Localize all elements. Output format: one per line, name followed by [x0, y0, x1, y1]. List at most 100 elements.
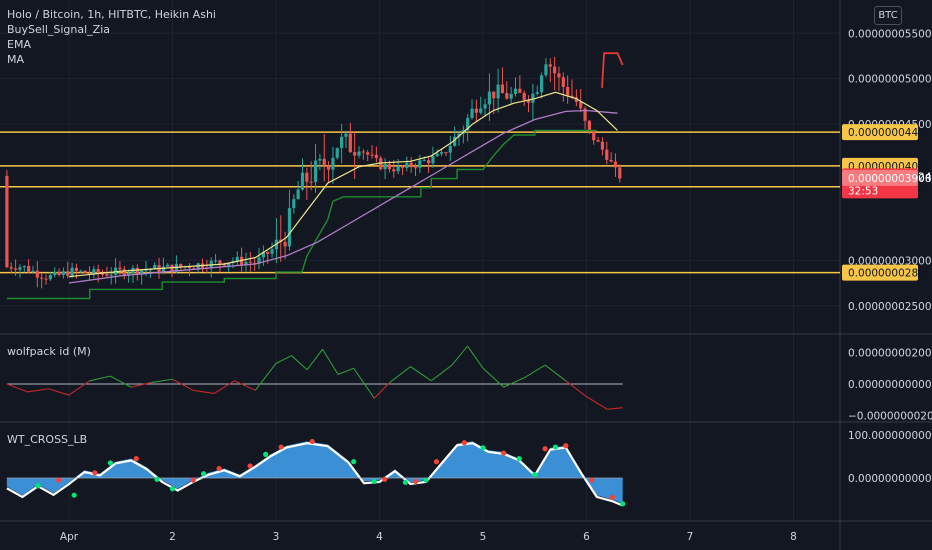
wolfpack-tick-1: 0.000000000000	[848, 379, 932, 391]
secondary-price-badge-label: 0.000000039084	[848, 173, 932, 185]
wolfpack-seg-13	[275, 355, 292, 364]
candle-body-73	[322, 158, 326, 166]
wt-dot-red-6	[278, 444, 284, 450]
wolfpack-seg-9	[193, 389, 214, 395]
wolfpack-legend[interactable]: wolfpack id (M)	[7, 345, 91, 360]
candle-body-9	[44, 278, 48, 280]
candle-body-55	[244, 261, 248, 265]
candle-body-2	[13, 268, 18, 270]
wt-dot-green-12	[516, 456, 522, 462]
candle-body-104	[457, 133, 461, 137]
candle-body-66	[292, 199, 296, 209]
candle-body-80	[353, 152, 357, 156]
ma-line	[68, 109, 618, 284]
wt-tick-1: 0.000000000000	[848, 473, 932, 485]
candle-body-23	[105, 274, 109, 276]
wt-dot-green-10	[423, 477, 429, 483]
candle-body-10	[48, 275, 52, 280]
wt-area	[6, 441, 623, 504]
level-badge-3-bg	[842, 264, 918, 281]
candle-body-5	[27, 266, 31, 272]
indicator-buysell[interactable]: BuySell_Signal_Zia	[7, 23, 111, 36]
wolfpack-tick-0: 0.000000002000	[848, 347, 932, 359]
candle-body-135	[592, 129, 596, 141]
candle-body-15	[70, 267, 74, 276]
wolfpack-seg-6	[130, 381, 152, 388]
candle-body-141	[618, 167, 622, 179]
candle-body-131	[574, 97, 578, 102]
candle-body-78	[344, 133, 348, 137]
wolfpack-seg-19	[373, 382, 391, 399]
candle-body-61	[270, 249, 274, 254]
wolfpack-seg-4	[89, 375, 111, 382]
candle-body-24	[109, 274, 113, 276]
price-tick-3: 0.000000030000	[848, 255, 932, 267]
wt-dot-red-0	[56, 477, 62, 483]
candle-body-18	[83, 270, 87, 274]
wolfpack-seg-28	[544, 364, 567, 382]
candle-body-112	[492, 91, 496, 99]
candle-body-121	[531, 93, 535, 103]
candle-body-118	[518, 88, 522, 93]
wolfpack-seg-16	[322, 348, 339, 375]
wt-dot-red-9	[413, 478, 419, 485]
wolfpack-tick-2: −0.000000002000	[848, 411, 932, 423]
indicator-ema[interactable]: EMA	[7, 38, 31, 51]
level-badge-0-bg	[842, 124, 918, 141]
wolfpack-seg-24	[467, 345, 484, 369]
candle-body-43	[192, 268, 196, 270]
indicator-ma[interactable]: MA	[7, 53, 25, 66]
candle-body-115	[505, 93, 509, 99]
candle-body-53	[235, 256, 239, 262]
wt-dot-red-10	[433, 459, 440, 465]
wolfpack-seg-21	[410, 366, 432, 382]
time-tick-4: 5	[480, 531, 487, 543]
candle-body-70	[309, 181, 313, 183]
wt-dot-red-5	[247, 463, 253, 469]
candle-body-82	[361, 151, 365, 153]
candle-body-58	[257, 257, 261, 264]
candle-body-130	[570, 95, 574, 98]
currency-button[interactable]: BTC	[874, 6, 902, 25]
wolfpack-seg-15	[306, 348, 324, 371]
wt-dot-green-9	[402, 479, 408, 485]
candle-body-21	[96, 269, 100, 274]
wolfpack-seg-2	[48, 388, 70, 396]
candle-body-98	[431, 156, 435, 164]
wolfpack-title: wolfpack id (M)	[7, 345, 91, 358]
candle-body-132	[579, 101, 583, 109]
wt-cross-title: WT_CROSS_LB	[7, 433, 88, 446]
candle-body-12	[57, 271, 61, 275]
candle-body-106	[466, 117, 470, 131]
candle-body-140	[613, 161, 618, 168]
candle-body-65	[287, 208, 292, 247]
wt-dot-red-11	[461, 440, 467, 446]
wt-dot-red-15	[589, 477, 595, 483]
candle-body-122	[535, 92, 539, 94]
wt-dot-green-7	[351, 459, 357, 465]
wolfpack-seg-31	[607, 407, 623, 410]
level-badge-0-label: 0.000000044119	[848, 127, 932, 139]
candle-body-134	[587, 120, 591, 130]
wt-dot-red-12	[501, 450, 507, 456]
wolfpack-seg-23	[451, 345, 468, 366]
candle-body-90	[396, 166, 400, 172]
candle-body-87	[383, 164, 387, 170]
wt-cross-legend[interactable]: WT_CROSS_LB	[7, 433, 87, 448]
signal-line	[601, 52, 624, 88]
candle-body-59	[261, 252, 265, 258]
time-tick-3: 4	[376, 531, 383, 543]
candle-body-1	[9, 267, 13, 269]
candle-body-107	[470, 108, 474, 118]
candle-body-3	[18, 267, 22, 270]
time-tick-1: 2	[169, 531, 176, 543]
candle-body-19	[87, 273, 92, 275]
wolfpack-seg-5	[110, 375, 132, 388]
wt-dot-green-8	[371, 478, 377, 485]
wolfpack-seg-8	[172, 378, 194, 391]
candle-body-16	[74, 267, 79, 271]
candle-body-108	[474, 108, 478, 113]
candle-body-34	[153, 264, 157, 270]
